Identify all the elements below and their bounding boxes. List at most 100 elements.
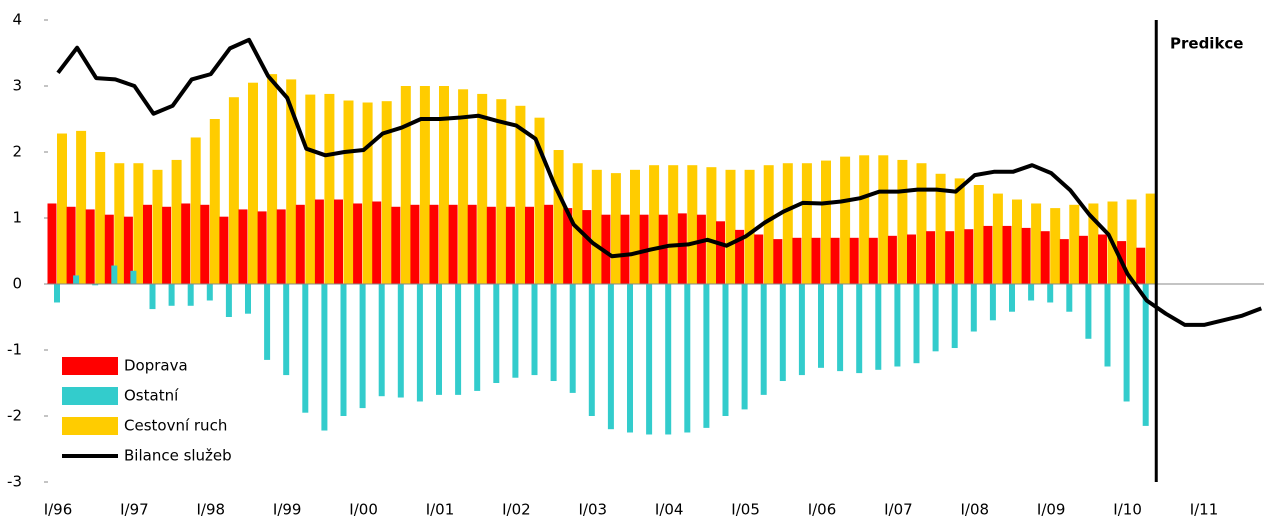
y-tick-label: 3	[12, 77, 22, 95]
bar	[474, 284, 481, 391]
bar	[209, 119, 220, 284]
bar	[171, 159, 182, 284]
legend-label: Bilance služeb	[124, 447, 232, 465]
bar	[544, 204, 554, 284]
bar	[321, 284, 328, 431]
y-tick-label: 0	[12, 275, 22, 293]
bar	[149, 284, 156, 310]
bar	[684, 284, 691, 433]
bar	[935, 173, 946, 284]
y-tick-label: -1	[7, 341, 22, 359]
bar	[821, 160, 831, 284]
bar	[840, 156, 851, 284]
bar	[1009, 284, 1015, 312]
bar	[1104, 284, 1111, 367]
bar	[1002, 225, 1012, 284]
legend-swatch	[62, 387, 118, 405]
bar	[257, 211, 267, 284]
bar	[1040, 231, 1050, 284]
bar	[181, 203, 191, 284]
bar	[168, 284, 175, 306]
bar	[515, 105, 526, 284]
bar	[1066, 284, 1073, 312]
legend-label: Cestovní ruch	[124, 417, 227, 435]
bar	[133, 163, 144, 284]
bar	[416, 284, 423, 402]
bar	[340, 284, 347, 416]
bar	[1021, 227, 1031, 284]
bar	[801, 163, 812, 284]
bar	[735, 229, 745, 284]
bar	[868, 237, 878, 284]
bar	[859, 155, 870, 284]
bar	[782, 163, 793, 284]
legend-label: Doprava	[124, 357, 188, 375]
bar	[907, 234, 916, 284]
x-tick-label: I/05	[731, 501, 760, 519]
x-tick-label: I/98	[197, 501, 226, 519]
bar	[798, 284, 805, 376]
bar	[381, 101, 392, 285]
bar	[92, 284, 99, 286]
bar	[114, 163, 125, 284]
bar	[630, 169, 640, 284]
bar	[1088, 203, 1099, 284]
bar	[763, 165, 774, 284]
bar	[477, 93, 488, 284]
bar	[1123, 284, 1130, 402]
bar	[992, 193, 1003, 284]
legend-swatch	[62, 417, 118, 435]
line	[56, 37, 1263, 327]
bar	[219, 216, 229, 284]
bar	[926, 231, 936, 284]
x-tick-label: I/04	[655, 501, 684, 519]
bar	[104, 214, 114, 284]
bar	[467, 204, 477, 284]
bar	[887, 235, 897, 284]
bar	[1136, 247, 1146, 284]
bar	[505, 206, 515, 284]
bar	[716, 221, 725, 284]
bar	[73, 275, 80, 284]
bar	[668, 165, 679, 284]
bar	[238, 209, 248, 284]
bar	[111, 265, 118, 284]
bar	[123, 216, 133, 284]
x-tick-label: I/06	[808, 501, 837, 519]
bar	[553, 150, 564, 284]
bar	[572, 163, 583, 284]
bar	[343, 100, 354, 285]
bar	[696, 214, 706, 284]
bar	[658, 214, 668, 284]
bar	[973, 185, 984, 284]
bar	[856, 284, 863, 374]
bar	[455, 284, 462, 395]
bar	[162, 206, 172, 284]
y-tick-label: -2	[7, 407, 22, 425]
bar	[493, 284, 500, 383]
bar	[200, 204, 210, 284]
x-tick-label: I/00	[349, 501, 378, 519]
bar	[627, 284, 633, 433]
bar	[983, 225, 993, 284]
bar	[970, 284, 977, 332]
bar	[1085, 284, 1092, 339]
x-tick-label: I/07	[884, 501, 913, 519]
bar	[703, 284, 710, 428]
bar	[1069, 204, 1080, 284]
x-tick-label: I/01	[426, 501, 455, 519]
bar	[1142, 284, 1149, 426]
bar	[818, 284, 824, 368]
bar	[276, 209, 286, 284]
bar	[486, 206, 496, 284]
bar	[610, 173, 621, 284]
bar	[646, 284, 653, 435]
legend-label: Ostatní	[124, 387, 179, 405]
bar	[512, 284, 519, 378]
bar	[57, 133, 67, 284]
bar	[378, 284, 385, 397]
bar	[849, 237, 859, 284]
bar	[436, 284, 442, 395]
bar	[1145, 193, 1156, 284]
bar	[324, 93, 335, 284]
